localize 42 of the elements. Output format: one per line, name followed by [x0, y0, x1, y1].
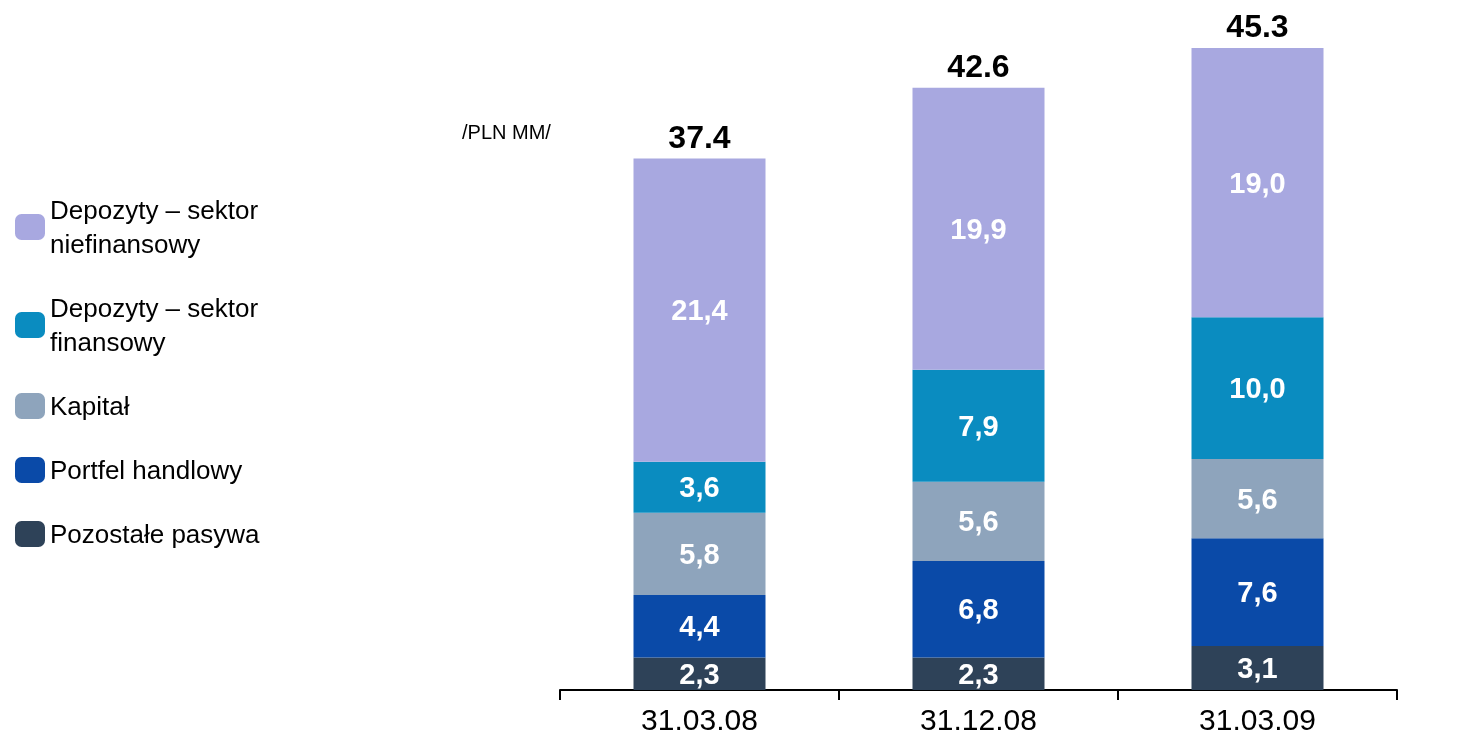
- bar: [633, 158, 766, 462]
- data-label: 7,6: [1237, 576, 1278, 609]
- bar: [1191, 458, 1324, 539]
- data-label: 19,9: [950, 212, 1007, 245]
- data-label: 3,6: [679, 471, 720, 504]
- x-tick-label: 31.03.08: [641, 702, 758, 736]
- bar: [633, 595, 766, 658]
- x-tick-label: 31.12.08: [920, 702, 1037, 736]
- data-label: 2,3: [679, 657, 720, 690]
- legend-label: Depozyty – sektor finansowy: [50, 293, 266, 357]
- data-label: 2,3: [958, 657, 999, 690]
- total-label: 45.3: [1226, 8, 1289, 44]
- bar: [1191, 646, 1324, 690]
- bar: [912, 561, 1045, 658]
- bar: [633, 512, 766, 596]
- data-label: 19,0: [1229, 166, 1286, 199]
- data-label: 10,0: [1229, 372, 1286, 405]
- bar: [1191, 317, 1324, 459]
- data-label: 3,1: [1237, 652, 1278, 685]
- legend-label: Pozostałe pasywa: [50, 519, 261, 549]
- data-label: 7,9: [958, 409, 999, 442]
- bar: [1191, 538, 1324, 647]
- bar: [912, 481, 1045, 562]
- data-label: 6,8: [958, 593, 999, 626]
- bar: [633, 657, 766, 690]
- legend-label: Depozyty – sektor niefinansowy: [50, 195, 266, 259]
- bar: [633, 461, 766, 513]
- legend-label: Portfel handlowy: [50, 455, 243, 485]
- text: /PLN MM/: [462, 121, 552, 143]
- data-label: 21,4: [671, 294, 728, 327]
- bar: [1191, 48, 1324, 318]
- x-tick-label: 31.03.09: [1199, 702, 1316, 736]
- data-label: 4,4: [679, 610, 720, 643]
- data-label: 5,6: [958, 505, 999, 538]
- bar: [912, 369, 1045, 482]
- data-label: 5,8: [679, 537, 720, 570]
- data-label: 5,6: [1237, 482, 1278, 515]
- total-label: 37.4: [668, 118, 731, 155]
- total-label: 42.6: [947, 47, 1010, 84]
- legend-label: Kapitał: [50, 391, 130, 421]
- bar: [912, 657, 1045, 690]
- bar: [912, 87, 1045, 370]
